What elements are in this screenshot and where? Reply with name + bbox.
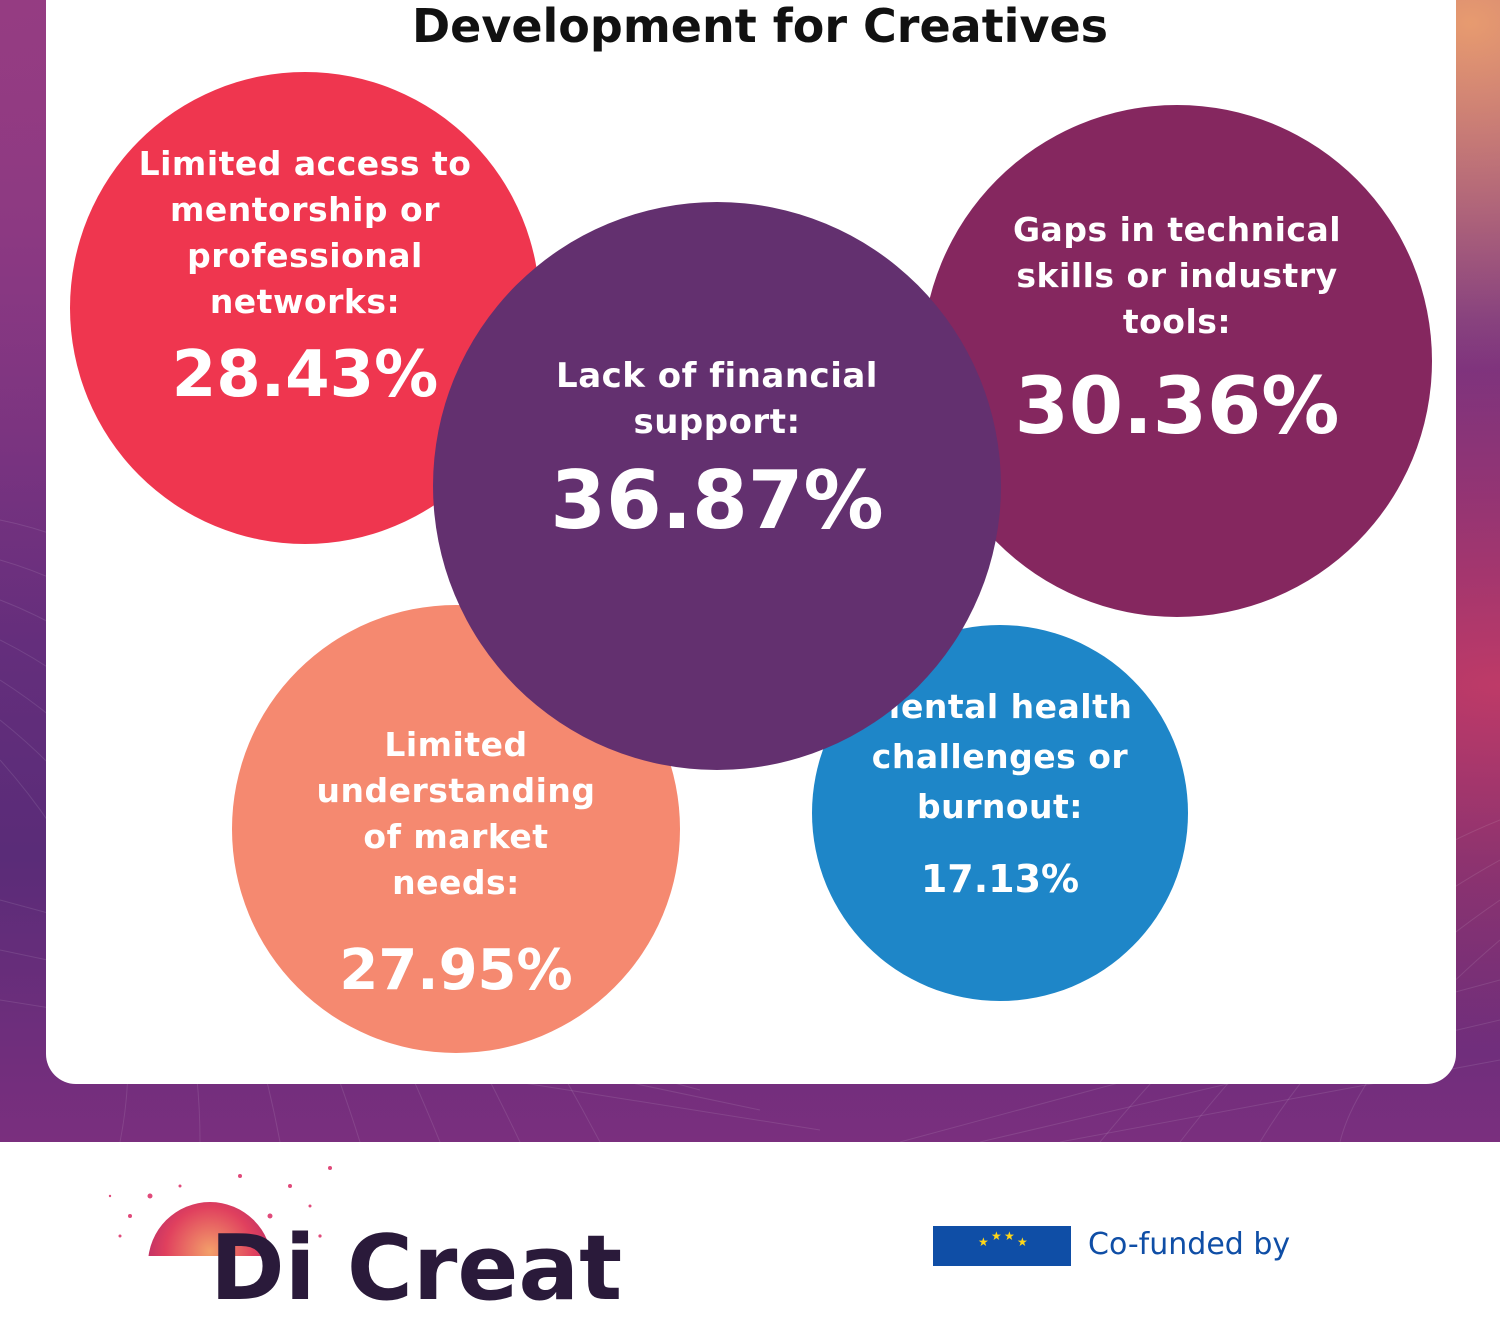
bubble-value: 28.43% <box>171 338 439 412</box>
logo-text: Di Creat <box>210 1216 623 1321</box>
footer <box>0 1142 1500 1256</box>
eu-flag-icon: ★ ★ ★ ★ <box>933 1226 1071 1266</box>
chart-title: Development for Creatives <box>411 0 1109 53</box>
bubble-label: Gaps in technical skills or industry too… <box>1012 210 1342 341</box>
bubble-technical-skills: Gaps in technical skills or industry too… <box>922 105 1432 617</box>
svg-text:★: ★ <box>991 1229 1002 1243</box>
bubble-label: Lack of financial support: <box>556 356 878 442</box>
bubble-value: 36.87% <box>550 454 884 547</box>
logo-globe-icon <box>108 1166 332 1256</box>
bubble-value: 30.36% <box>1014 362 1340 452</box>
bubble-label: Limited understanding of market needs: <box>316 725 596 902</box>
bubble-value: 27.95% <box>339 938 573 1003</box>
svg-text:★: ★ <box>1017 1235 1028 1249</box>
bubble-mentorship: Limited access to mentorship or professi… <box>70 72 540 544</box>
bubble-label: Limited access to mentorship or professi… <box>138 144 472 321</box>
bubble-label: Mental health challenges or burnout: <box>867 687 1133 826</box>
svg-text:★: ★ <box>978 1235 989 1249</box>
bubble-financial-support: Lack of financial support: 36.87% <box>433 202 1001 770</box>
eu-cofunded-text: Co-funded by <box>1088 1227 1291 1262</box>
svg-text:★: ★ <box>1004 1229 1015 1243</box>
bubble-value: 17.13% <box>920 857 1080 901</box>
